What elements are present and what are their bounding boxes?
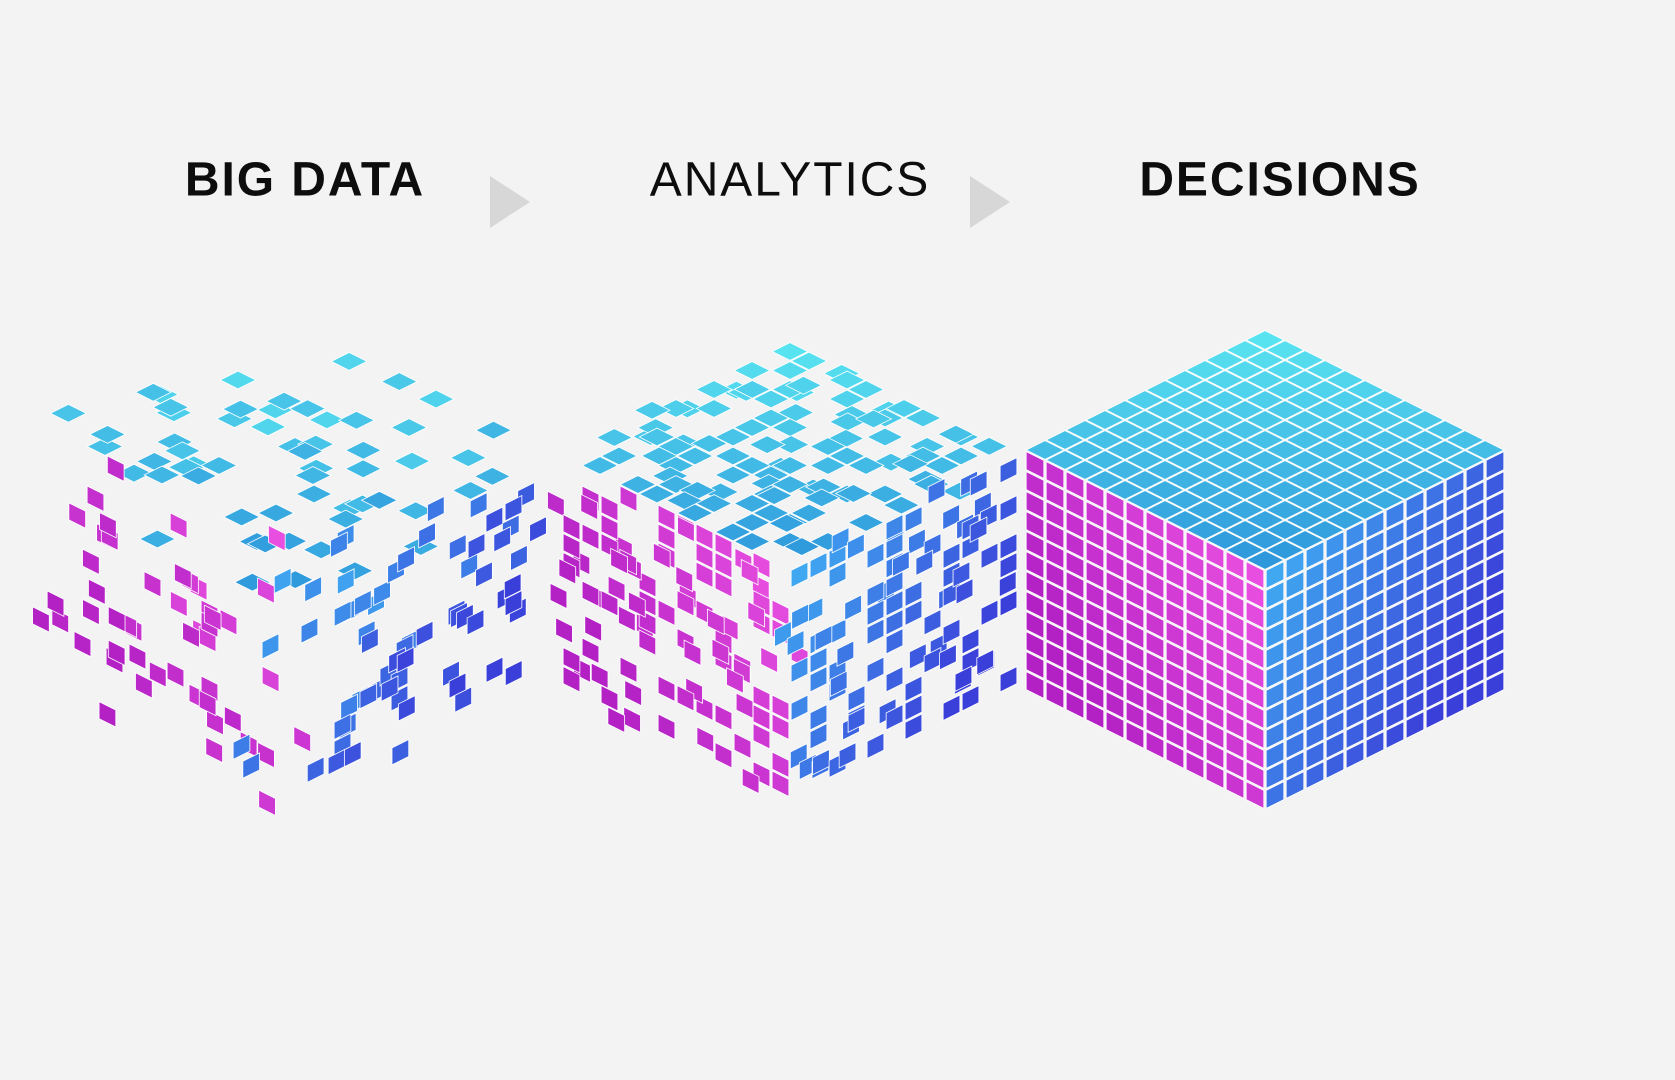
cube-decisions: [985, 288, 1545, 848]
stage-label-decisions: DECISIONS: [1139, 153, 1420, 208]
arrow-icon: [970, 176, 1010, 228]
infographic-canvas: BIG DATA ANALYTICS DECISIONS: [0, 0, 1675, 1080]
stage-label-analytics: ANALYTICS: [650, 153, 930, 208]
cube-analytics: [518, 296, 1062, 840]
arrow-icon: [490, 176, 530, 228]
stage-label-big-data: BIG DATA: [185, 153, 425, 208]
